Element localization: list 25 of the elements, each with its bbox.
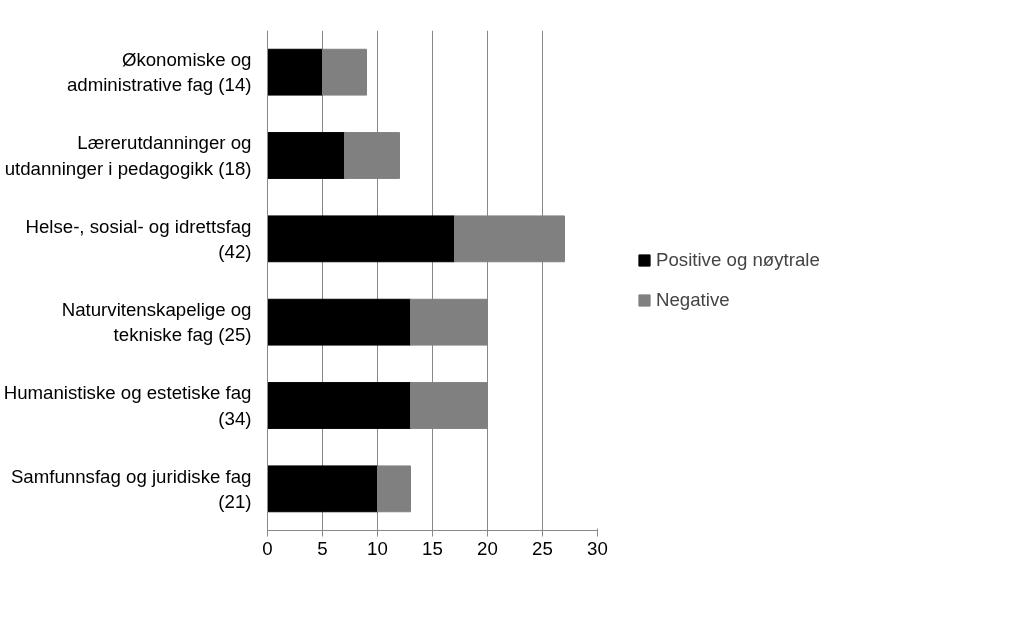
bar [267, 382, 411, 429]
x-tick-label: 25 [532, 537, 553, 559]
bar [267, 48, 323, 96]
bar [410, 382, 488, 429]
legend-label: Negative [656, 289, 730, 311]
y-tick-label: Samfunnsfag og juridiske fag (21) [10, 465, 252, 512]
x-tick-label: 10 [367, 537, 388, 559]
bar [267, 465, 378, 513]
bar [267, 298, 411, 346]
x-tick-label: 15 [422, 537, 443, 559]
y-tick-label: Humanistiske og estetiske fag (34) [3, 382, 252, 429]
x-tick-label: 20 [477, 537, 498, 559]
bar [344, 132, 400, 179]
bar [377, 465, 411, 513]
y-tick-label: Helse-, sosial- og idrettsfag (42) [25, 215, 252, 262]
bar [410, 298, 488, 346]
x-tick-label: 5 [317, 537, 328, 559]
bar [267, 132, 345, 179]
y-tick-label: Økonomiske og administrative fag (14) [66, 49, 252, 96]
bar [267, 215, 455, 263]
x-tick-label: 30 [587, 537, 608, 559]
legend-label: Positive og nøytrale [656, 249, 820, 271]
y-tick-label: Lærerutdanninger og utdanninger i pedagogikk (18) [4, 132, 252, 179]
y-tick-label: Naturvitenskapelige og tekniske fag (25) [61, 299, 252, 346]
x-tick-label: 0 [262, 537, 273, 559]
